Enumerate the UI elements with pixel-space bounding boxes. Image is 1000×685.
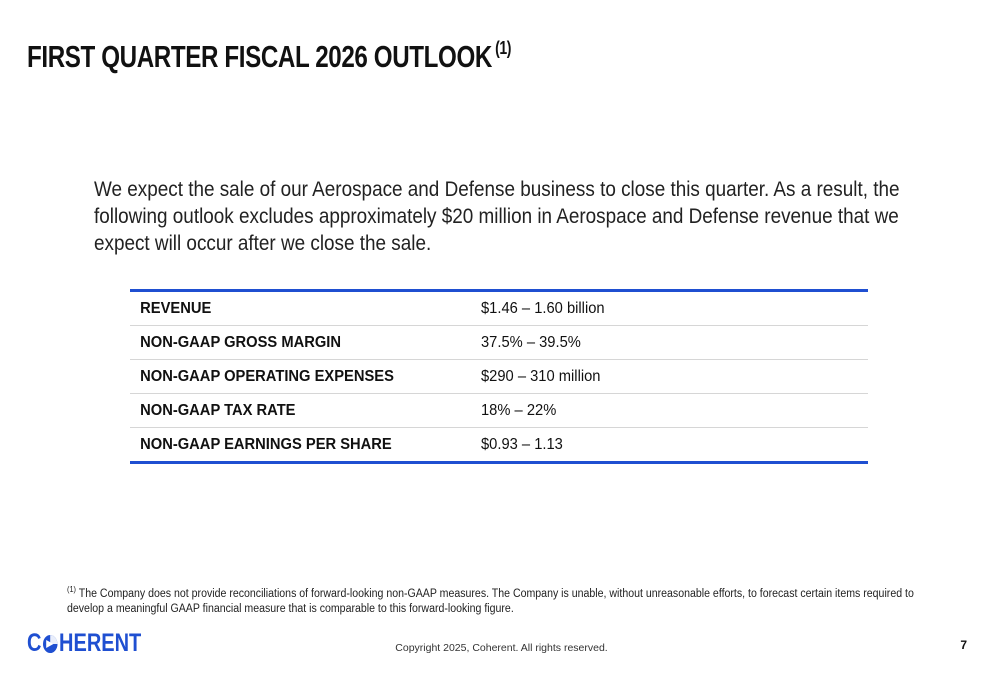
footnote: (1) The Company does not provide reconci…: [67, 582, 923, 617]
outlook-table: REVENUE $1.46 – 1.60 billion NON-GAAP GR…: [130, 289, 868, 464]
row-label: NON-GAAP OPERATING EXPENSES: [140, 367, 394, 385]
intro-paragraph: We expect the sale of our Aerospace and …: [94, 178, 900, 255]
row-label: NON-GAAP EARNINGS PER SHARE: [140, 435, 392, 453]
table-row: NON-GAAP EARNINGS PER SHARE $0.93 – 1.13: [130, 428, 868, 461]
row-label: NON-GAAP TAX RATE: [140, 401, 296, 419]
row-label: NON-GAAP GROSS MARGIN: [140, 333, 342, 351]
table-row: NON-GAAP OPERATING EXPENSES $290 – 310 m…: [130, 360, 868, 394]
table-row: NON-GAAP TAX RATE 18% – 22%: [130, 394, 868, 428]
page-number: 7: [960, 638, 967, 652]
row-value: $290 – 310 million: [481, 367, 601, 385]
copyright-notice: Copyright 2025, Coherent. All rights res…: [0, 642, 1000, 654]
logo-text-end: HERENT: [59, 629, 142, 657]
footnote-marker: (1): [67, 585, 76, 594]
row-label: REVENUE: [140, 299, 212, 317]
logo-text-start: C: [27, 629, 42, 657]
page-title: FIRST QUARTER FISCAL 2026 OUTLOOK (1): [27, 38, 511, 75]
company-logo: C HERENT: [27, 629, 141, 658]
copyright-text: Copyright 2025, Coherent. All rights res…: [395, 642, 608, 654]
row-value: $1.46 – 1.60 billion: [481, 299, 605, 317]
row-value: 18% – 22%: [481, 401, 557, 419]
coherent-logo-icon: [43, 634, 58, 653]
row-value: 37.5% – 39.5%: [481, 333, 581, 351]
title-footnote-marker: (1): [495, 38, 512, 58]
page-title-text: FIRST QUARTER FISCAL 2026 OUTLOOK: [27, 39, 492, 74]
row-value: $0.93 – 1.13: [481, 435, 563, 453]
table-row: REVENUE $1.46 – 1.60 billion: [130, 292, 868, 326]
table-row: NON-GAAP GROSS MARGIN 37.5% – 39.5%: [130, 326, 868, 360]
footnote-text: The Company does not provide reconciliat…: [67, 587, 914, 615]
